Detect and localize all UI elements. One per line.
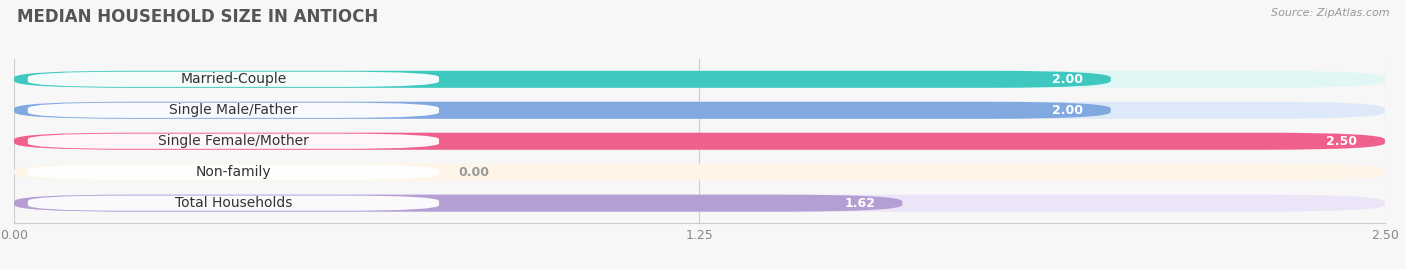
FancyBboxPatch shape: [28, 103, 439, 118]
Text: Single Female/Mother: Single Female/Mother: [157, 134, 309, 148]
Text: MEDIAN HOUSEHOLD SIZE IN ANTIOCH: MEDIAN HOUSEHOLD SIZE IN ANTIOCH: [17, 8, 378, 26]
Text: Source: ZipAtlas.com: Source: ZipAtlas.com: [1271, 8, 1389, 18]
FancyBboxPatch shape: [14, 71, 1385, 88]
FancyBboxPatch shape: [14, 133, 1385, 150]
FancyBboxPatch shape: [14, 71, 1111, 88]
FancyBboxPatch shape: [28, 134, 439, 149]
FancyBboxPatch shape: [28, 165, 439, 180]
FancyBboxPatch shape: [28, 72, 439, 87]
FancyBboxPatch shape: [14, 102, 1111, 119]
FancyBboxPatch shape: [14, 164, 1385, 181]
Text: 2.00: 2.00: [1052, 73, 1084, 86]
FancyBboxPatch shape: [14, 102, 1385, 119]
Text: Married-Couple: Married-Couple: [180, 72, 287, 86]
Text: 2.00: 2.00: [1052, 104, 1084, 117]
FancyBboxPatch shape: [28, 196, 439, 211]
Text: 2.50: 2.50: [1326, 135, 1358, 148]
Text: Non-family: Non-family: [195, 165, 271, 179]
FancyBboxPatch shape: [14, 133, 1385, 150]
Text: Single Male/Father: Single Male/Father: [169, 103, 298, 117]
FancyBboxPatch shape: [14, 195, 903, 212]
Text: 0.00: 0.00: [458, 166, 489, 179]
FancyBboxPatch shape: [14, 195, 1385, 212]
Text: Total Households: Total Households: [174, 196, 292, 210]
Text: 1.62: 1.62: [844, 197, 875, 210]
